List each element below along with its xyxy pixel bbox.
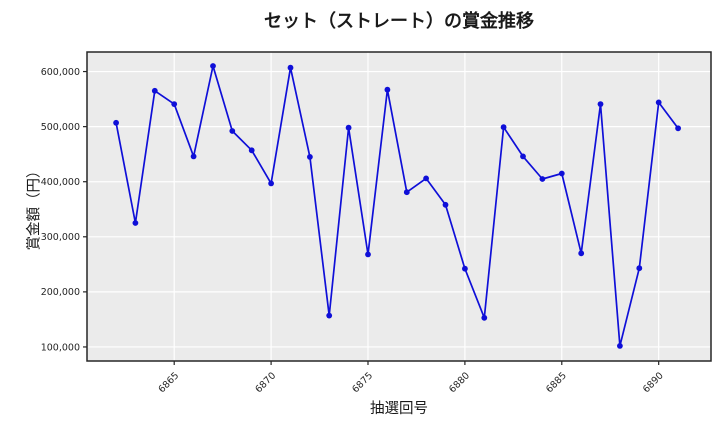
data-point (481, 314, 488, 321)
chart-title: セット（ストレート）の賞金推移 (264, 11, 534, 32)
data-point (442, 201, 449, 208)
x-tick-label: 6890 (641, 370, 666, 395)
y-tick-label: 100,000 (41, 342, 80, 353)
x-axis-label: 抽選回号 (370, 401, 428, 417)
tick-marks (83, 70, 660, 365)
data-point (210, 63, 216, 69)
x-tick-label: 6865 (156, 370, 181, 395)
data-point (132, 220, 139, 226)
axes-spines (86, 51, 712, 362)
data-point (248, 147, 255, 154)
data-point (268, 180, 274, 187)
data-point (229, 128, 236, 134)
x-tick-label: 6870 (253, 370, 278, 395)
data-point (520, 153, 526, 160)
data-point (171, 101, 178, 107)
data-point (578, 250, 585, 257)
data-point (655, 99, 662, 106)
data-point (617, 343, 623, 349)
data-point (345, 124, 352, 131)
data-point (423, 175, 429, 182)
gridlines (87, 52, 711, 361)
data-point (403, 189, 410, 196)
x-tick-label: 6880 (447, 370, 472, 395)
y-tick-label: 500,000 (41, 122, 80, 133)
data-point (384, 86, 391, 93)
y-tick-label: 200,000 (41, 287, 80, 298)
data-point (539, 176, 546, 182)
data-point (675, 125, 681, 132)
x-tick-label: 6885 (544, 370, 569, 395)
x-tick-label: 6875 (350, 370, 375, 395)
data-point (326, 312, 333, 319)
y-tick-label: 600,000 (41, 67, 80, 78)
data-point (287, 64, 294, 71)
data-point (365, 251, 371, 258)
y-tick-label: 300,000 (41, 232, 80, 243)
data-point (307, 154, 313, 160)
plot-area (87, 52, 711, 361)
data-point (636, 265, 643, 272)
data-point (500, 124, 507, 131)
data-point (558, 170, 565, 177)
data-point (597, 101, 604, 107)
series-line (115, 65, 679, 347)
data-point (151, 87, 158, 94)
data-point (113, 119, 119, 126)
data-point (462, 265, 468, 272)
y-tick-label: 400,000 (41, 177, 80, 188)
data-point (190, 153, 197, 160)
series-markers (113, 63, 681, 349)
